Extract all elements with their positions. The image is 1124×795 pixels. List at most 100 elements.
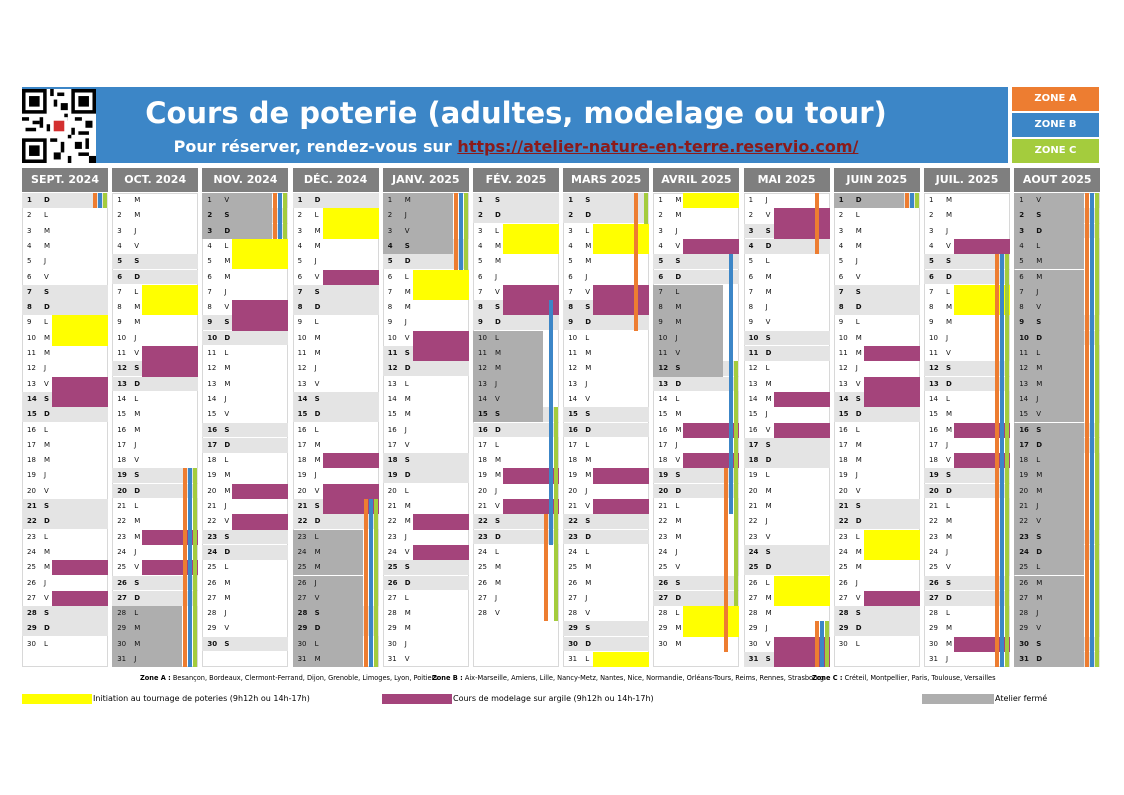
day-row[interactable] xyxy=(833,606,920,621)
day-row[interactable] xyxy=(22,284,108,300)
modelage-block[interactable] xyxy=(773,422,830,438)
modelage-block[interactable] xyxy=(593,468,650,484)
day-row[interactable] xyxy=(22,300,108,315)
day-row[interactable] xyxy=(22,224,108,239)
day-row[interactable] xyxy=(292,391,379,407)
day-row[interactable] xyxy=(924,575,1010,591)
initiation-block[interactable] xyxy=(683,606,740,622)
modelage-block[interactable] xyxy=(863,376,920,392)
day-row[interactable] xyxy=(744,285,830,300)
day-row[interactable] xyxy=(924,361,1010,377)
initiation-block[interactable] xyxy=(863,529,920,545)
booking-link[interactable]: https://atelier-nature-en-terre.reservio… xyxy=(457,137,859,156)
day-row[interactable] xyxy=(743,238,830,254)
day-row[interactable] xyxy=(112,590,199,606)
day-row[interactable] xyxy=(292,300,379,315)
day-row[interactable] xyxy=(924,483,1010,499)
day-row[interactable] xyxy=(112,468,199,484)
day-row[interactable] xyxy=(563,208,650,224)
day-row[interactable] xyxy=(834,208,920,223)
day-row[interactable] xyxy=(563,193,650,208)
modelage-block[interactable] xyxy=(322,453,379,469)
initiation-block[interactable] xyxy=(232,238,289,255)
day-row[interactable] xyxy=(473,193,559,208)
day-row[interactable] xyxy=(834,315,920,330)
day-row[interactable] xyxy=(112,315,198,330)
day-row[interactable] xyxy=(743,437,830,453)
modelage-block[interactable] xyxy=(232,315,289,331)
day-row[interactable] xyxy=(382,254,469,269)
modelage-block[interactable] xyxy=(773,208,830,224)
day-row[interactable] xyxy=(833,284,920,300)
day-row[interactable] xyxy=(292,407,379,422)
day-row[interactable] xyxy=(112,483,199,499)
day-row[interactable] xyxy=(563,621,650,637)
day-row[interactable] xyxy=(202,544,289,560)
qr-code-icon[interactable] xyxy=(22,89,96,163)
modelage-block[interactable] xyxy=(773,391,830,408)
day-row[interactable] xyxy=(112,575,199,591)
modelage-block[interactable] xyxy=(142,346,199,362)
day-row[interactable] xyxy=(834,254,920,269)
modelage-block[interactable] xyxy=(322,483,379,499)
initiation-block[interactable] xyxy=(322,223,379,239)
day-row[interactable] xyxy=(743,560,830,575)
initiation-block[interactable] xyxy=(863,544,920,561)
day-row[interactable] xyxy=(293,315,379,330)
day-row[interactable] xyxy=(563,422,650,438)
day-row[interactable] xyxy=(743,330,830,346)
day-row[interactable] xyxy=(112,376,199,392)
day-row[interactable] xyxy=(833,407,920,422)
modelage-block[interactable] xyxy=(954,238,1010,255)
day-row[interactable] xyxy=(924,468,1010,484)
day-row[interactable] xyxy=(22,208,108,223)
modelage-block[interactable] xyxy=(52,391,108,408)
day-row[interactable] xyxy=(833,621,920,637)
day-row[interactable] xyxy=(112,239,198,254)
initiation-block[interactable] xyxy=(683,621,740,637)
initiation-block[interactable] xyxy=(773,575,830,591)
modelage-block[interactable] xyxy=(322,269,379,285)
modelage-block[interactable] xyxy=(683,238,740,255)
day-row[interactable] xyxy=(383,300,469,315)
modelage-block[interactable] xyxy=(593,300,650,316)
initiation-block[interactable] xyxy=(232,254,289,270)
day-row[interactable] xyxy=(382,453,469,468)
modelage-block[interactable] xyxy=(412,544,469,561)
day-row[interactable] xyxy=(563,514,650,530)
modelage-block[interactable] xyxy=(52,376,108,392)
day-row[interactable] xyxy=(653,468,740,484)
day-row[interactable] xyxy=(653,224,739,239)
day-row[interactable] xyxy=(473,315,559,331)
day-row[interactable] xyxy=(202,636,289,652)
modelage-block[interactable] xyxy=(503,284,559,301)
day-row[interactable] xyxy=(22,239,108,254)
day-row[interactable] xyxy=(202,285,288,300)
day-row[interactable] xyxy=(473,422,559,438)
day-row[interactable] xyxy=(744,254,830,269)
day-row[interactable] xyxy=(22,193,108,208)
day-row[interactable] xyxy=(112,254,199,269)
day-row[interactable] xyxy=(653,254,740,269)
day-row[interactable] xyxy=(292,193,379,208)
day-row[interactable] xyxy=(743,544,830,560)
day-row[interactable] xyxy=(563,636,650,652)
day-row[interactable] xyxy=(924,224,1010,239)
day-row[interactable] xyxy=(112,269,199,285)
day-row[interactable] xyxy=(924,376,1010,392)
day-row[interactable] xyxy=(293,254,379,269)
day-row[interactable] xyxy=(292,514,379,530)
modelage-block[interactable] xyxy=(412,514,469,530)
initiation-block[interactable] xyxy=(412,284,469,301)
day-row[interactable] xyxy=(202,529,289,545)
day-row[interactable] xyxy=(834,224,920,239)
modelage-block[interactable] xyxy=(863,346,920,362)
day-row[interactable] xyxy=(743,453,830,468)
modelage-block[interactable] xyxy=(503,468,559,484)
modelage-block[interactable] xyxy=(863,391,920,408)
initiation-block[interactable] xyxy=(503,238,559,255)
day-row[interactable] xyxy=(473,529,559,545)
modelage-block[interactable] xyxy=(863,590,920,607)
initiation-block[interactable] xyxy=(52,330,108,346)
initiation-block[interactable] xyxy=(773,590,830,607)
